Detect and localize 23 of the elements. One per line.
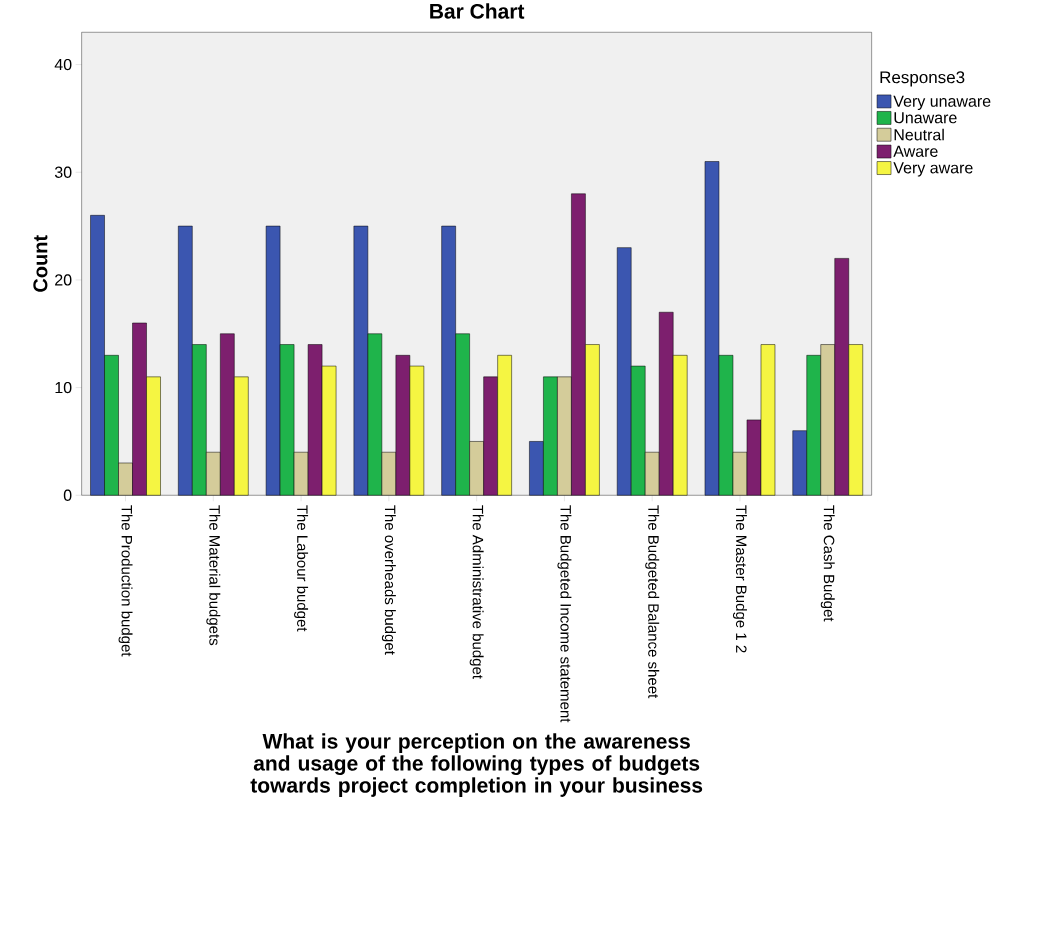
x-tick-label: The Production budget: [118, 505, 133, 657]
legend-label: Unaware: [894, 112, 957, 124]
x-tick-label: The Labour budget: [294, 505, 309, 632]
y-tick-label: 20: [55, 274, 72, 286]
legend-label: Aware: [893, 145, 938, 157]
x-tick-label: The Material budgets: [206, 505, 221, 646]
y-axis-title: Count: [33, 235, 48, 292]
x-tick-label: The overheads budget: [381, 505, 396, 655]
x-tick-label: The Budgeted Balance sheet: [645, 505, 660, 699]
x-tick-label: The Budgeted Income statement: [557, 505, 572, 723]
legend-label: Very aware: [893, 162, 973, 177]
y-tick-label: 40: [54, 58, 72, 71]
x-tick-label: The Master Budge 1 2: [732, 505, 747, 653]
chart-title: Bar Chart: [430, 3, 525, 19]
legend-label: Very unaware: [893, 95, 991, 111]
legend-title: Response3: [880, 71, 965, 87]
y-tick-label: 0: [63, 489, 72, 501]
legend-label: Neutral: [894, 128, 944, 141]
x-tick-label: The Administrative budget: [469, 505, 484, 679]
y-tick-label: 10: [55, 381, 72, 394]
x-tick-label: The Cash Budget: [820, 505, 835, 622]
y-tick-label: 30: [54, 166, 72, 178]
x-axis-title: What is your perception on the awareness and usage of the following types of budgets towards project completion in your business: [250, 733, 703, 797]
